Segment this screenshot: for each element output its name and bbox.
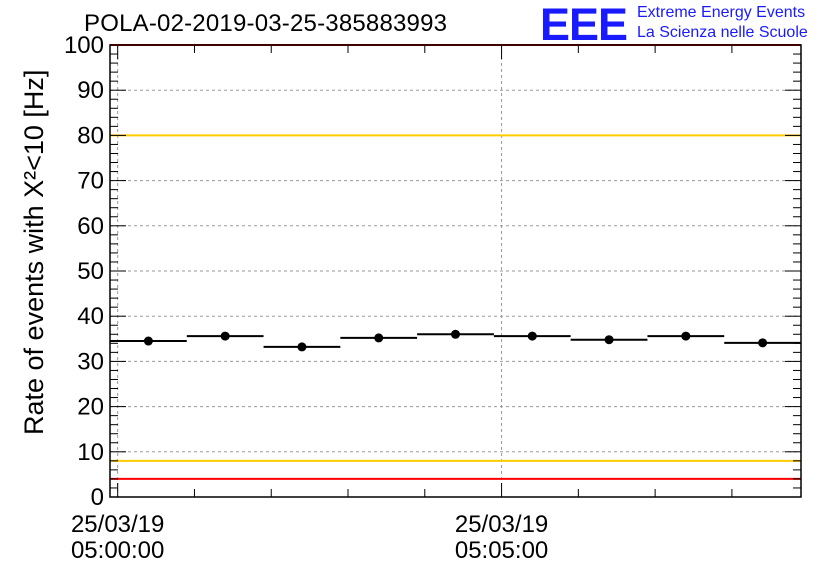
logo-line-2: La Scienza nelle Scuole — [637, 24, 808, 41]
logo-line-1: Extreme Energy Events — [637, 4, 806, 21]
y-tick-label: 60 — [77, 213, 104, 240]
x-tick-label-date: 25/03/19 — [455, 511, 548, 538]
y-tick-label: 10 — [77, 439, 104, 466]
data-point — [374, 333, 384, 343]
data-point — [527, 331, 537, 341]
data-point — [604, 335, 614, 345]
x-tick-label-time: 05:00:00 — [71, 537, 164, 564]
y-tick-label: 40 — [77, 303, 104, 330]
x-tick-label-time: 05:05:00 — [455, 537, 548, 564]
data-point — [297, 342, 307, 352]
x-tick-label-date: 25/03/19 — [71, 511, 164, 538]
y-tick-label: 80 — [77, 122, 104, 149]
data-point — [220, 331, 230, 341]
chart-title: POLA-02-2019-03-25-385883993 — [84, 10, 448, 37]
y-tick-label: 30 — [77, 348, 104, 375]
data-point — [451, 329, 460, 339]
y-tick-label: 0 — [91, 484, 104, 511]
data-point — [143, 336, 153, 346]
data-point — [681, 331, 691, 341]
y-tick-label: 100 — [64, 32, 104, 59]
y-tick-label: 90 — [77, 77, 104, 104]
y-tick-label: 70 — [77, 168, 104, 195]
y-tick-label: 50 — [77, 258, 104, 285]
y-tick-label: 20 — [77, 394, 104, 421]
data-point — [758, 338, 768, 348]
eee-logo: EEE — [540, 0, 628, 50]
